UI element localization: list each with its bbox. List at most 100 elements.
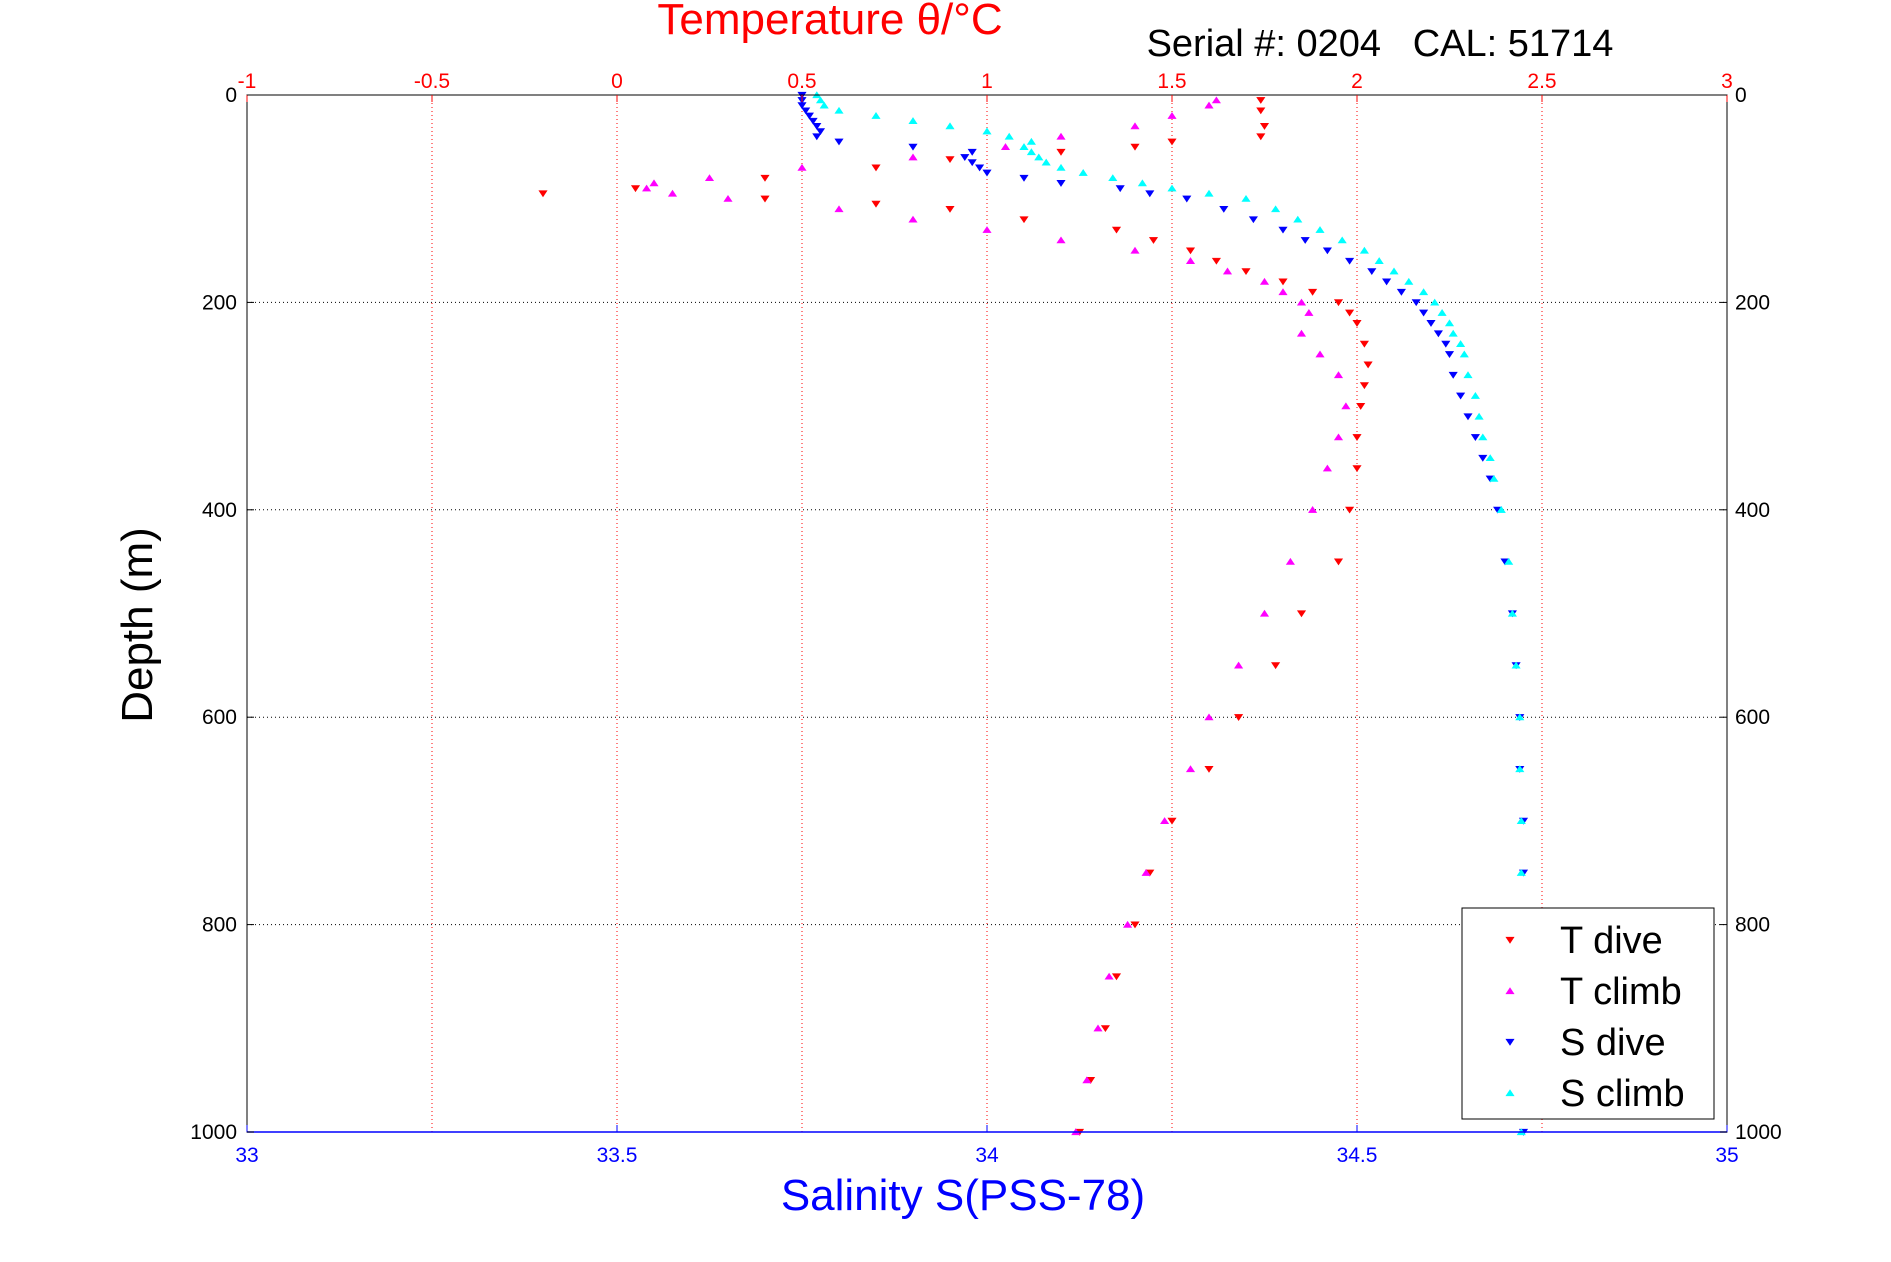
data-point: [1041, 158, 1051, 166]
legend-label: S dive: [1560, 1022, 1666, 1064]
data-point: [1352, 320, 1362, 327]
data-point: [1315, 350, 1325, 358]
data-point: [1441, 340, 1451, 348]
depth-tick-label-left: 400: [202, 499, 237, 522]
data-point: [1456, 340, 1466, 347]
data-point: [1167, 111, 1177, 119]
data-point: [1167, 817, 1177, 825]
data-point: [1448, 371, 1458, 379]
data-point: [1259, 609, 1270, 617]
data-point: [1516, 869, 1526, 876]
data-point: [1341, 402, 1351, 410]
data-point: [1515, 713, 1525, 721]
depth-tick-label-left: 600: [202, 706, 237, 729]
data-point: [1248, 216, 1258, 224]
data-point: [908, 153, 918, 161]
series-s-dive: [797, 91, 1529, 1136]
data-point: [967, 159, 977, 167]
data-point: [834, 106, 844, 114]
data-point: [1333, 558, 1344, 566]
data-point: [1470, 391, 1480, 399]
data-point: [804, 112, 814, 120]
data-point: [815, 128, 826, 136]
data-point: [1130, 921, 1140, 929]
data-point: [1211, 257, 1221, 265]
data-point: [1515, 765, 1525, 773]
series-t-climb: [642, 96, 1351, 1136]
data-point: [1141, 869, 1151, 876]
salinity-tick-label: 34: [975, 1144, 999, 1167]
data-point: [1463, 413, 1473, 421]
data-point: [982, 226, 992, 233]
data-point: [1296, 610, 1307, 618]
data-point: [975, 164, 985, 172]
legend-label: S climb: [1560, 1073, 1685, 1115]
data-point: [760, 195, 770, 203]
data-point: [1470, 434, 1480, 441]
data-point: [1185, 765, 1196, 773]
data-point: [1426, 320, 1436, 327]
data-point: [1433, 330, 1443, 338]
data-point: [1167, 138, 1177, 146]
data-point: [1271, 662, 1281, 670]
data-point: [1130, 122, 1140, 130]
data-point: [1382, 278, 1392, 286]
temperature-tick-label: 0.5: [787, 70, 816, 93]
data-point: [1359, 340, 1369, 348]
data-point: [834, 205, 844, 213]
data-point: [945, 156, 955, 164]
data-point: [1296, 329, 1307, 337]
data-point: [1389, 267, 1399, 275]
data-point: [812, 123, 822, 130]
data-point: [1489, 474, 1499, 482]
data-point: [1404, 277, 1414, 285]
data-point: [1345, 506, 1355, 514]
depth-tick-label-right: 400: [1735, 499, 1770, 522]
data-point: [801, 107, 811, 115]
data-point: [1374, 257, 1384, 265]
data-point: [630, 185, 641, 193]
data-point: [1093, 1024, 1103, 1032]
depth-tick-label-left: 1000: [190, 1121, 237, 1144]
data-point: [960, 154, 970, 161]
legend-label: T climb: [1560, 971, 1682, 1013]
legend-label: T dive: [1560, 920, 1663, 962]
data-point: [1182, 195, 1192, 203]
data-point: [1278, 226, 1288, 234]
data-point: [1437, 309, 1447, 316]
data-point: [642, 184, 652, 192]
data-point: [1419, 288, 1429, 296]
data-point: [1111, 226, 1122, 234]
data-point: [797, 102, 807, 110]
data-point: [871, 111, 881, 119]
data-point: [908, 143, 918, 151]
depth-tick-label-left: 0: [225, 84, 237, 107]
data-point: [1204, 713, 1214, 721]
data-point: [1123, 920, 1133, 928]
data-point: [1271, 205, 1281, 213]
data-point: [967, 148, 977, 156]
data-point: [1256, 107, 1266, 115]
depth-tick-label-left: 200: [202, 291, 237, 314]
data-point: [1337, 236, 1347, 244]
data-point: [1352, 434, 1362, 441]
y-axis-title: Depth (m): [113, 527, 162, 723]
data-point: [1026, 137, 1036, 145]
data-point: [1345, 257, 1355, 265]
data-point: [1345, 309, 1355, 317]
data-point: [538, 190, 548, 198]
data-point: [1256, 133, 1266, 141]
data-point: [1078, 169, 1088, 176]
data-point: [1082, 1076, 1092, 1084]
data-point: [1444, 351, 1455, 358]
temperature-tick-label: 2: [1351, 70, 1363, 93]
data-point: [908, 117, 918, 125]
data-point: [1444, 319, 1455, 327]
data-point: [1241, 194, 1251, 202]
depth-tick-label-right: 600: [1735, 706, 1770, 729]
data-point: [1507, 609, 1517, 617]
data-point: [1204, 765, 1214, 773]
data-point: [1204, 101, 1214, 109]
data-point: [1322, 464, 1332, 472]
